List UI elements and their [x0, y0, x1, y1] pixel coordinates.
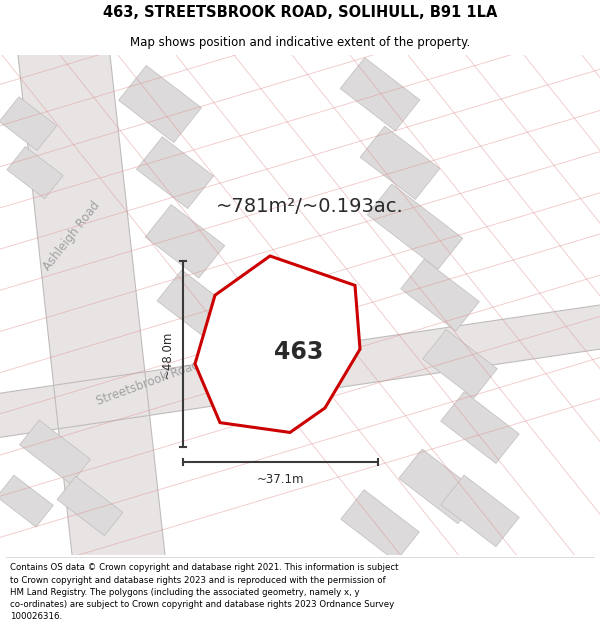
Polygon shape: [57, 476, 123, 536]
Text: Streetsbrook Road: Streetsbrook Road: [95, 359, 202, 408]
Text: 463, STREETSBROOK ROAD, SOLIHULL, B91 1LA: 463, STREETSBROOK ROAD, SOLIHULL, B91 1L…: [103, 4, 497, 19]
Polygon shape: [145, 204, 225, 278]
Polygon shape: [441, 475, 519, 547]
Text: ~37.1m: ~37.1m: [257, 473, 304, 486]
Text: 463: 463: [274, 339, 323, 364]
Text: Ashleigh Road: Ashleigh Road: [41, 199, 103, 273]
Polygon shape: [18, 55, 165, 555]
Polygon shape: [119, 66, 202, 142]
Text: Map shows position and indicative extent of the property.: Map shows position and indicative extent…: [130, 36, 470, 49]
Polygon shape: [399, 449, 481, 524]
Polygon shape: [401, 259, 479, 331]
Text: ~781m²/~0.193ac.: ~781m²/~0.193ac.: [216, 198, 404, 216]
Text: co-ordinates) are subject to Crown copyright and database rights 2023 Ordnance S: co-ordinates) are subject to Crown copyr…: [10, 600, 394, 609]
Text: 100026316.: 100026316.: [10, 612, 62, 621]
Polygon shape: [422, 329, 497, 398]
Polygon shape: [7, 147, 63, 199]
Text: Contains OS data © Crown copyright and database right 2021. This information is : Contains OS data © Crown copyright and d…: [10, 563, 398, 572]
Polygon shape: [341, 490, 419, 561]
Polygon shape: [20, 420, 91, 484]
Polygon shape: [360, 126, 440, 199]
Polygon shape: [195, 256, 360, 432]
Text: HM Land Registry. The polygons (including the associated geometry, namely x, y: HM Land Registry. The polygons (includin…: [10, 588, 359, 597]
Polygon shape: [157, 270, 233, 340]
Polygon shape: [136, 137, 214, 209]
Polygon shape: [367, 184, 463, 269]
Text: ~48.0m: ~48.0m: [161, 331, 173, 378]
Polygon shape: [0, 97, 57, 151]
Polygon shape: [0, 475, 53, 527]
Text: to Crown copyright and database rights 2023 and is reproduced with the permissio: to Crown copyright and database rights 2…: [10, 576, 385, 584]
Polygon shape: [340, 58, 420, 131]
Polygon shape: [441, 392, 519, 463]
Polygon shape: [0, 305, 600, 438]
